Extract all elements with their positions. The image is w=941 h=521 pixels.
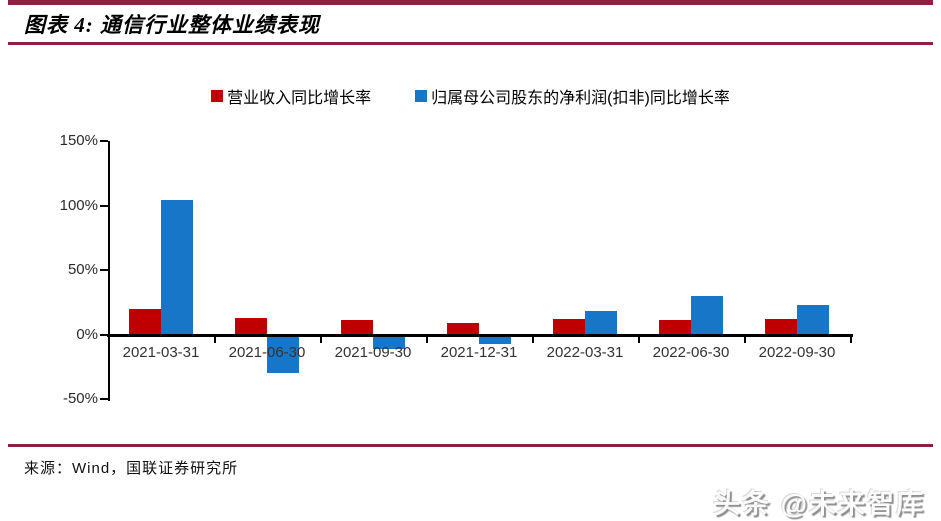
revenue-yoy-bar-2021-06-30: [235, 317, 267, 335]
x-axis-category-label: 2022-09-30: [758, 343, 836, 361]
net-profit-yoy-bar-2021-06-30: [267, 336, 299, 373]
toutiao-watermark: 头条 @未来智库: [713, 489, 925, 519]
x-axis-category-label: 2022-03-31: [546, 343, 624, 361]
top-accent-rule: [8, 0, 933, 5]
net-profit-yoy-bar-2022-09-30: [797, 304, 829, 335]
legend-label-net-profit: 归属母公司股东的净利润(扣非)同比增长率: [431, 90, 730, 107]
x-axis-tick: [214, 335, 216, 343]
y-axis-tick: [100, 204, 108, 207]
revenue-yoy-bar-2022-06-30: [659, 320, 691, 335]
figure-title: 图表 4: 通信行业整体业绩表现: [24, 13, 320, 37]
x-axis-tick: [320, 335, 322, 343]
y-axis-tick-label: 150%: [59, 132, 98, 149]
source-divider-rule: [8, 444, 933, 447]
net-profit-yoy-bar-2021-03-31: [161, 200, 193, 335]
chart-legend: 营业收入同比增长率 归属母公司股东的净利润(扣非)同比增长率: [0, 84, 941, 108]
y-axis-tick: [100, 333, 108, 336]
y-axis-tick-label: 100%: [59, 196, 98, 214]
title-underline-rule: [8, 42, 933, 45]
x-axis-category-label: 2021-03-31: [122, 343, 200, 361]
net-profit-yoy-bar-2021-09-30: [373, 336, 405, 350]
legend-item-revenue: 营业收入同比增长率: [211, 84, 371, 108]
revenue-yoy-bar-2021-03-31: [129, 308, 161, 335]
revenue-yoy-bar-2021-12-31: [447, 322, 479, 335]
y-axis-tick: [100, 398, 108, 400]
net-profit-yoy-bar-2022-03-31: [585, 311, 617, 335]
y-axis-tick-label: 0%: [76, 325, 98, 343]
y-axis-tick: [100, 140, 108, 142]
y-axis-tick-label: 50%: [67, 261, 98, 278]
y-axis-line: [108, 141, 110, 401]
legend-item-net-profit: 归属母公司股东的净利润(扣非)同比增长率: [415, 84, 730, 108]
net-profit-yoy-bar-2022-06-30: [691, 295, 723, 335]
x-axis-category-label: 2021-09-30: [334, 343, 412, 361]
x-axis-tick: [426, 335, 428, 343]
net-profit-series-swatch: [415, 90, 428, 102]
x-axis-tick: [532, 335, 534, 343]
source-attribution: 来源：Wind，国联证券研究所: [24, 460, 239, 477]
x-axis-line: [107, 333, 853, 337]
y-axis-tick: [100, 269, 108, 271]
x-axis-tick: [744, 335, 746, 343]
x-axis-category-label: 2021-06-30: [228, 343, 306, 361]
legend-label-revenue: 营业收入同比增长率: [227, 90, 372, 107]
y-axis-tick-label: -50%: [62, 390, 98, 407]
revenue-yoy-bar-2021-09-30: [341, 320, 373, 335]
net-profit-yoy-bar-2021-12-31: [479, 336, 511, 345]
revenue-yoy-bar-2022-09-30: [765, 319, 797, 335]
x-axis-tick: [638, 335, 640, 343]
x-axis-category-label: 2021-12-31: [440, 343, 518, 361]
x-axis-category-label: 2022-06-30: [652, 343, 730, 361]
revenue-yoy-bar-2022-03-31: [553, 319, 585, 335]
revenue-series-swatch: [211, 90, 224, 102]
x-axis-tick: [850, 335, 852, 343]
